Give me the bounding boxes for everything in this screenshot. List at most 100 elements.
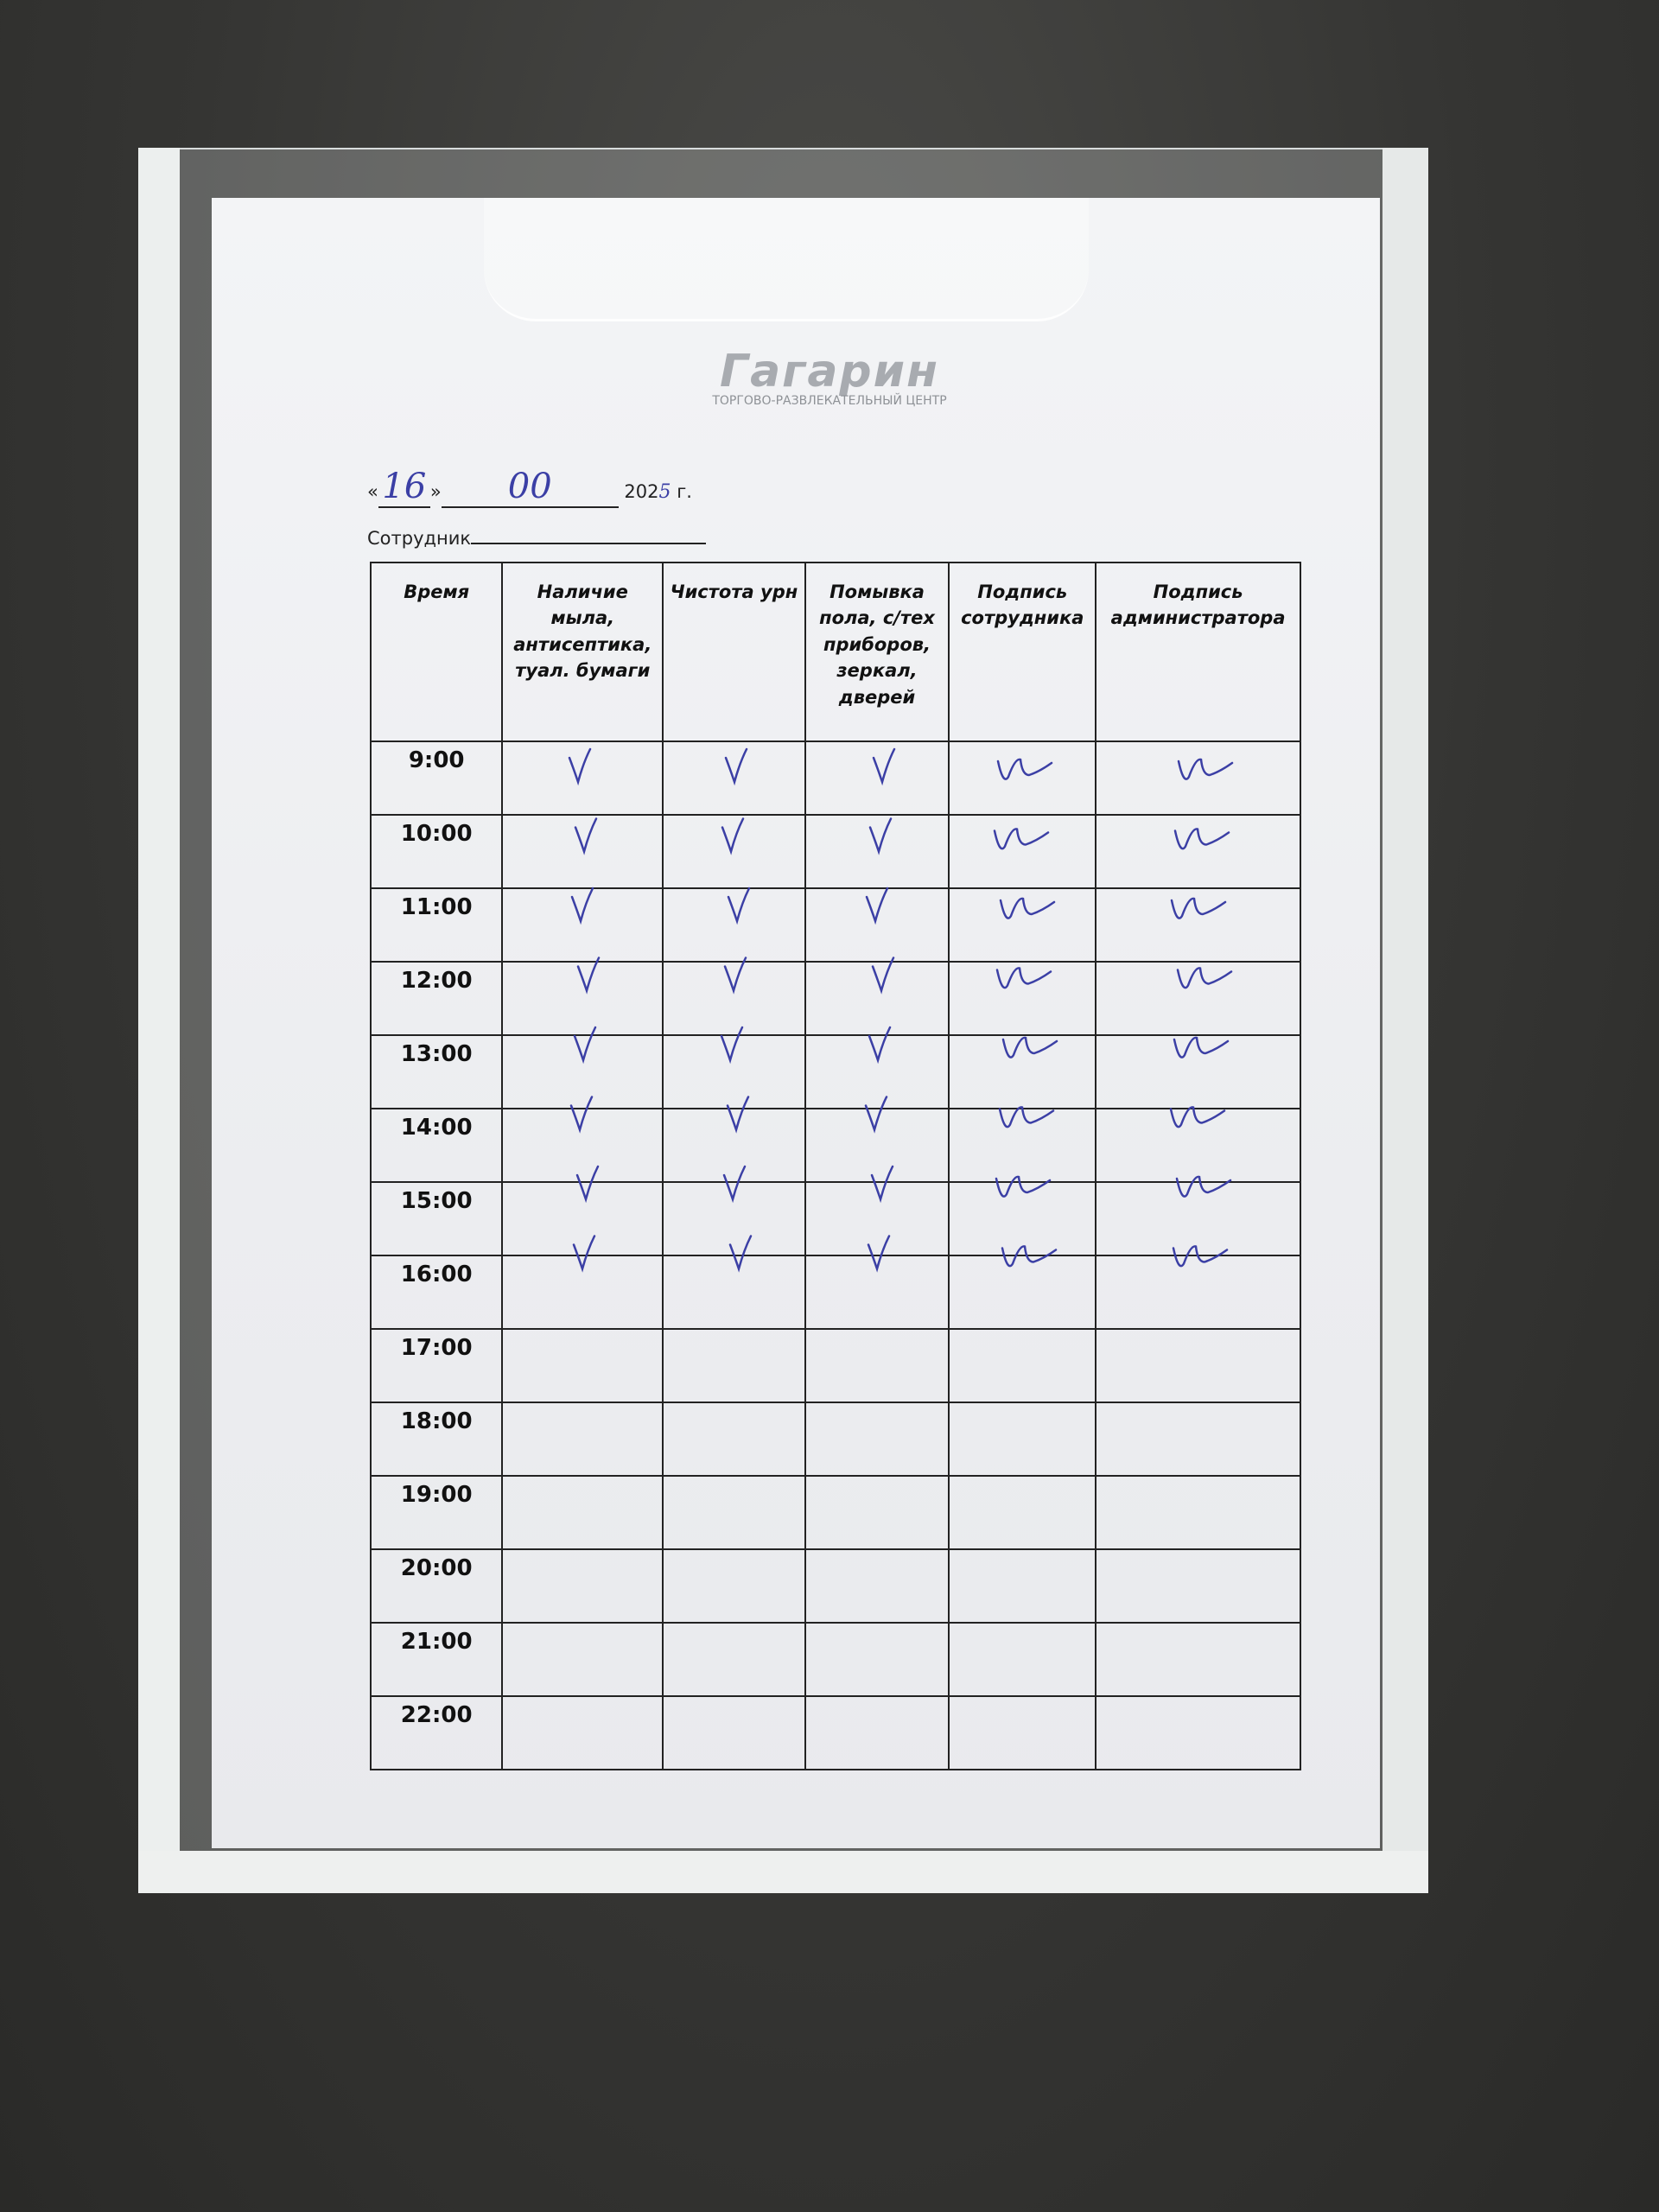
empty-cell — [662, 1328, 806, 1403]
empty-cell — [948, 814, 1097, 889]
check-mark — [720, 1026, 744, 1065]
empty-cell — [1095, 1548, 1301, 1624]
table-row: 15:00 — [369, 1181, 1301, 1256]
empty-cell — [1095, 1402, 1301, 1477]
empty-cell — [1095, 1475, 1301, 1550]
empty-cell — [1095, 1181, 1301, 1256]
column-header: Подпись администратора — [1095, 562, 1301, 742]
empty-cell — [804, 961, 950, 1036]
time-cell: 15:00 — [369, 1181, 504, 1256]
check-mark — [727, 887, 751, 925]
logo-subtitle: ТОРГОВО-РАЗВЛЕКАТЕЛЬНЫЙ ЦЕНТР — [712, 394, 947, 408]
signature — [1001, 1036, 1058, 1058]
empty-cell — [1095, 961, 1301, 1036]
column-header: Наличие мыла, антисептика, туал. бумаги — [501, 562, 664, 742]
empty-cell — [501, 814, 664, 889]
month-field: 00 — [441, 467, 619, 508]
logo-name: Гагарин — [719, 346, 940, 397]
empty-cell — [948, 1695, 1097, 1770]
empty-cell — [948, 1622, 1097, 1697]
table-row: 10:00 — [369, 814, 1301, 889]
employee-line: Сотрудник — [367, 525, 707, 549]
empty-cell — [501, 1181, 664, 1256]
empty-cell — [662, 961, 806, 1036]
column-header: Помывка пола, с/тех приборов, зеркал, дв… — [804, 562, 950, 742]
check-mark — [722, 1165, 747, 1204]
check-mark — [864, 1096, 888, 1134]
table-row: 16:00 — [369, 1255, 1301, 1330]
empty-cell — [662, 1475, 806, 1550]
check-mark — [723, 957, 747, 995]
check-mark — [728, 1235, 753, 1273]
table-row: 17:00 — [369, 1328, 1301, 1403]
empty-cell — [501, 1034, 664, 1109]
column-header: Подпись сотрудника — [948, 562, 1097, 742]
signature — [1172, 1245, 1229, 1268]
empty-cell — [804, 1622, 950, 1697]
time-cell: 17:00 — [369, 1328, 504, 1403]
signature — [1175, 1175, 1232, 1198]
quote: » — [429, 481, 442, 502]
empty-cell — [1095, 1034, 1301, 1109]
empty-cell — [948, 1328, 1097, 1403]
signature — [1001, 1245, 1058, 1268]
empty-cell — [804, 1548, 950, 1624]
check-mark — [568, 747, 592, 786]
signature — [1169, 1106, 1226, 1128]
time-cell: 9:00 — [369, 741, 504, 816]
table-row: 12:00 — [369, 961, 1301, 1036]
time-cell: 14:00 — [369, 1108, 504, 1183]
empty-cell — [662, 1622, 806, 1697]
table-row: 20:00 — [369, 1548, 1301, 1624]
empty-cell — [501, 1475, 664, 1550]
table-row: 22:00 — [369, 1695, 1301, 1770]
quote: « — [367, 481, 378, 502]
empty-cell — [501, 1402, 664, 1477]
header-row: Время Наличие мыла, антисептика, туал. бу… — [369, 562, 1301, 742]
empty-cell — [804, 741, 950, 816]
holder-rail — [1382, 148, 1428, 1893]
time-cell: 10:00 — [369, 814, 504, 889]
time-cell: 13:00 — [369, 1034, 504, 1109]
empty-cell — [948, 1255, 1097, 1330]
empty-cell — [948, 961, 1097, 1036]
year-suffix: г. — [677, 481, 692, 502]
signature — [995, 967, 1052, 989]
column-header: Время — [369, 562, 504, 742]
signature — [1173, 1036, 1230, 1058]
day-field: 16 — [378, 467, 430, 508]
empty-cell — [948, 741, 1097, 816]
day: 16 — [382, 467, 427, 506]
holder-rail — [138, 148, 180, 1893]
signature — [995, 1175, 1052, 1198]
check-mark — [572, 1235, 596, 1273]
check-mark — [724, 747, 748, 786]
empty-cell — [1095, 741, 1301, 816]
empty-cell — [662, 887, 806, 963]
empty-cell — [948, 1548, 1097, 1624]
empty-cell — [804, 1034, 950, 1109]
check-mark — [872, 747, 896, 786]
empty-cell — [662, 814, 806, 889]
signature — [1170, 897, 1227, 919]
check-mark — [576, 957, 601, 995]
signature — [993, 828, 1050, 850]
check-mark — [570, 887, 594, 925]
empty-cell — [804, 1402, 950, 1477]
signature — [1176, 967, 1233, 989]
empty-cell — [501, 741, 664, 816]
table-row: 13:00 — [369, 1034, 1301, 1109]
check-mark — [569, 1096, 594, 1134]
month: 00 — [507, 467, 552, 506]
signature — [999, 897, 1056, 919]
empty-cell — [662, 1108, 806, 1183]
check-mark — [721, 817, 745, 855]
year-prefix: 202 — [624, 481, 659, 502]
check-mark — [870, 1165, 894, 1204]
empty-cell — [1095, 1328, 1301, 1403]
empty-cell — [662, 1402, 806, 1477]
empty-cell — [804, 1181, 950, 1256]
empty-cell — [804, 887, 950, 963]
